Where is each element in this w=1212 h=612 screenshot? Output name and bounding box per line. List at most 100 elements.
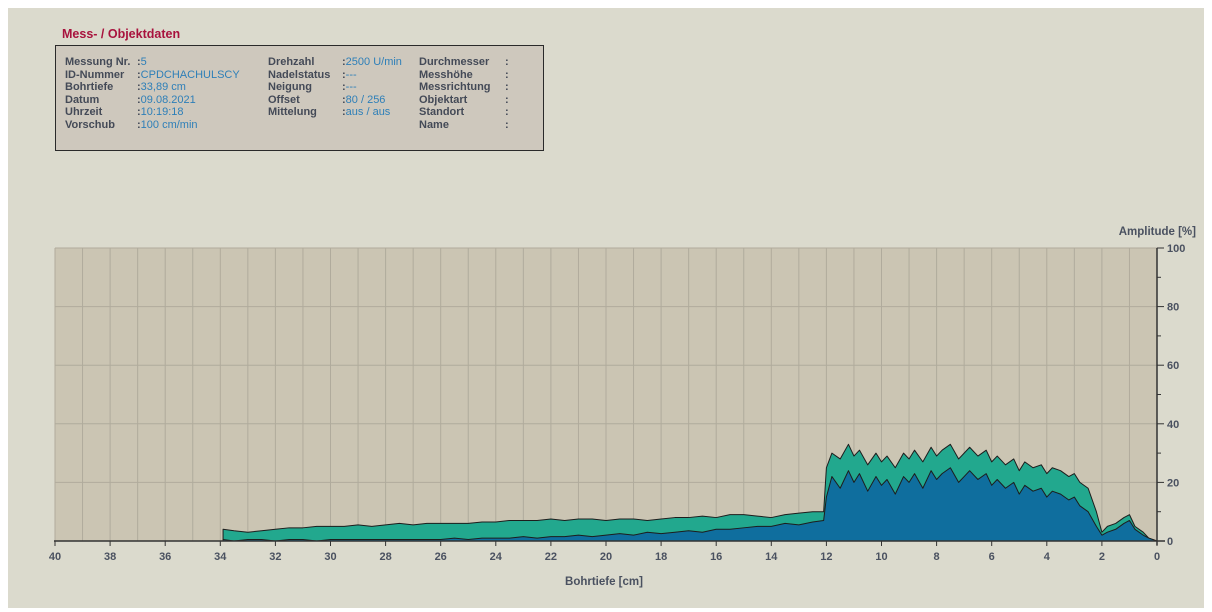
info-row: Mittelung: aus / aus <box>268 106 402 119</box>
x-tick-label: 38 <box>104 551 116 563</box>
info-value: 09.08.2021 <box>140 93 196 106</box>
x-tick-label: 8 <box>934 551 940 563</box>
info-row: Messhöhe: <box>419 69 509 82</box>
series-layer <box>222 443 1158 542</box>
info-row: Datum: 09.08.2021 <box>65 94 240 107</box>
info-separator: : <box>505 106 509 119</box>
info-label: ID-Nummer <box>65 68 125 81</box>
info-label: Uhrzeit <box>65 106 103 119</box>
x-tick-label: 34 <box>214 551 227 563</box>
panel-title: Mess- / Objektdaten <box>62 27 181 41</box>
info-separator: : <box>342 81 346 94</box>
info-label: Offset <box>268 93 300 106</box>
info-row: Nadelstatus: --- <box>268 69 402 82</box>
info-value: aus / aus <box>345 106 391 119</box>
info-separator: : <box>137 93 141 106</box>
info-row: Standort: <box>419 106 509 119</box>
info-separator: : <box>505 93 509 106</box>
x-tick-label: 28 <box>379 551 391 563</box>
info-value: 10:19:18 <box>140 106 184 119</box>
y-tick-label: 80 <box>1167 302 1179 314</box>
y-axis-title: Amplitude [%] <box>1119 226 1196 238</box>
info-value: 80 / 256 <box>345 93 386 106</box>
info-label: Objektart <box>419 93 468 106</box>
y-tick-label: 60 <box>1167 360 1179 372</box>
info-separator: : <box>342 106 346 119</box>
info-separator: : <box>342 56 346 68</box>
x-tick-label: 22 <box>545 551 557 563</box>
x-tick-label: 40 <box>49 551 61 563</box>
info-row: Drehzahl: 2500 U/min <box>268 56 402 69</box>
info-value: 2500 U/min <box>345 56 402 68</box>
info-separator: : <box>505 56 509 68</box>
measurement-info-box: Messung Nr.: 5 ID-Nummer: CPDCHACHULSCY Bo… <box>55 45 544 151</box>
x-tick-label: 24 <box>490 551 503 563</box>
info-separator: : <box>505 81 509 94</box>
info-separator: : <box>137 68 141 81</box>
info-row: Messrichtung: <box>419 81 509 94</box>
x-tick-label: 26 <box>435 551 447 563</box>
info-label: Drehzahl <box>268 56 315 68</box>
info-label: Messrichtung <box>419 81 491 94</box>
info-value: CPDCHACHULSCY <box>140 68 240 81</box>
info-row: Durchmesser: <box>419 56 509 69</box>
info-separator: : <box>505 68 509 81</box>
x-tick-label: 36 <box>159 551 171 563</box>
info-label: Mittelung <box>268 106 317 119</box>
info-separator: : <box>137 81 141 94</box>
x-tick-label: 6 <box>989 551 995 563</box>
info-column-2: Drehzahl: 2500 U/min Nadelstatus: --- Neig… <box>268 56 402 119</box>
info-separator: : <box>342 68 346 81</box>
info-row: Bohrtiefe: 33,89 cm <box>65 81 240 94</box>
info-row: Neigung: --- <box>268 81 402 94</box>
info-separator: : <box>137 118 141 131</box>
info-label: Vorschub <box>65 118 115 131</box>
info-value: 5 <box>140 56 147 68</box>
x-tick-label: 16 <box>710 551 722 563</box>
axes: 40 38 36 34 32 30 28 26 24 22 20 18 16 14 12 10 8 6 4 2 0020… <box>49 243 1185 563</box>
area-series-drill <box>222 467 1158 542</box>
y-tick-label: 0 <box>1167 536 1173 548</box>
x-tick-label: 4 <box>1044 551 1051 563</box>
y-tick-label: 20 <box>1167 477 1179 489</box>
info-value: 100 cm/min <box>140 118 198 131</box>
x-axis-title: Bohrtiefe [cm] <box>565 576 643 588</box>
x-tick-label: 20 <box>600 551 612 563</box>
info-row: Offset: 80 / 256 <box>268 94 402 107</box>
x-tick-label: 18 <box>655 551 667 563</box>
info-separator: : <box>137 56 141 68</box>
info-row: Objektart: <box>419 94 509 107</box>
info-row: Vorschub: 100 cm/min <box>65 119 240 132</box>
x-tick-label: 32 <box>269 551 281 563</box>
info-separator: : <box>137 106 141 119</box>
info-label: Messhöhe <box>419 68 473 81</box>
info-row: Name: <box>419 119 509 132</box>
info-column-3: Durchmesser: Messhöhe: Messrichtung: Obj… <box>419 56 509 132</box>
info-label: Neigung <box>268 81 312 94</box>
info-label: Durchmesser <box>419 56 490 68</box>
x-tick-label: 12 <box>820 551 832 563</box>
info-label: Nadelstatus <box>268 68 331 81</box>
y-tick-label: 40 <box>1167 419 1179 431</box>
info-separator: : <box>342 93 346 106</box>
x-tick-label: 0 <box>1154 551 1160 563</box>
info-separator: : <box>505 118 509 131</box>
info-value: --- <box>345 68 357 81</box>
x-tick-label: 10 <box>875 551 887 563</box>
x-tick-label: 30 <box>324 551 336 563</box>
info-row: Uhrzeit: 10:19:18 <box>65 106 240 119</box>
info-row: Messung Nr.: 5 <box>65 56 240 69</box>
info-label: Name <box>419 118 449 131</box>
y-tick-label: 100 <box>1167 243 1185 255</box>
info-label: Messung Nr. <box>65 56 131 68</box>
x-tick-label: 2 <box>1099 551 1105 563</box>
info-value: 33,89 cm <box>140 81 186 94</box>
info-label: Bohrtiefe <box>65 81 114 94</box>
info-label: Standort <box>419 106 465 119</box>
x-tick-label: 14 <box>765 551 778 563</box>
info-label: Datum <box>65 93 100 106</box>
info-row: ID-Nummer: CPDCHACHULSCY <box>65 69 240 82</box>
info-value: --- <box>345 81 357 94</box>
info-column-1: Messung Nr.: 5 ID-Nummer: CPDCHACHULSCY Bo… <box>65 56 240 132</box>
